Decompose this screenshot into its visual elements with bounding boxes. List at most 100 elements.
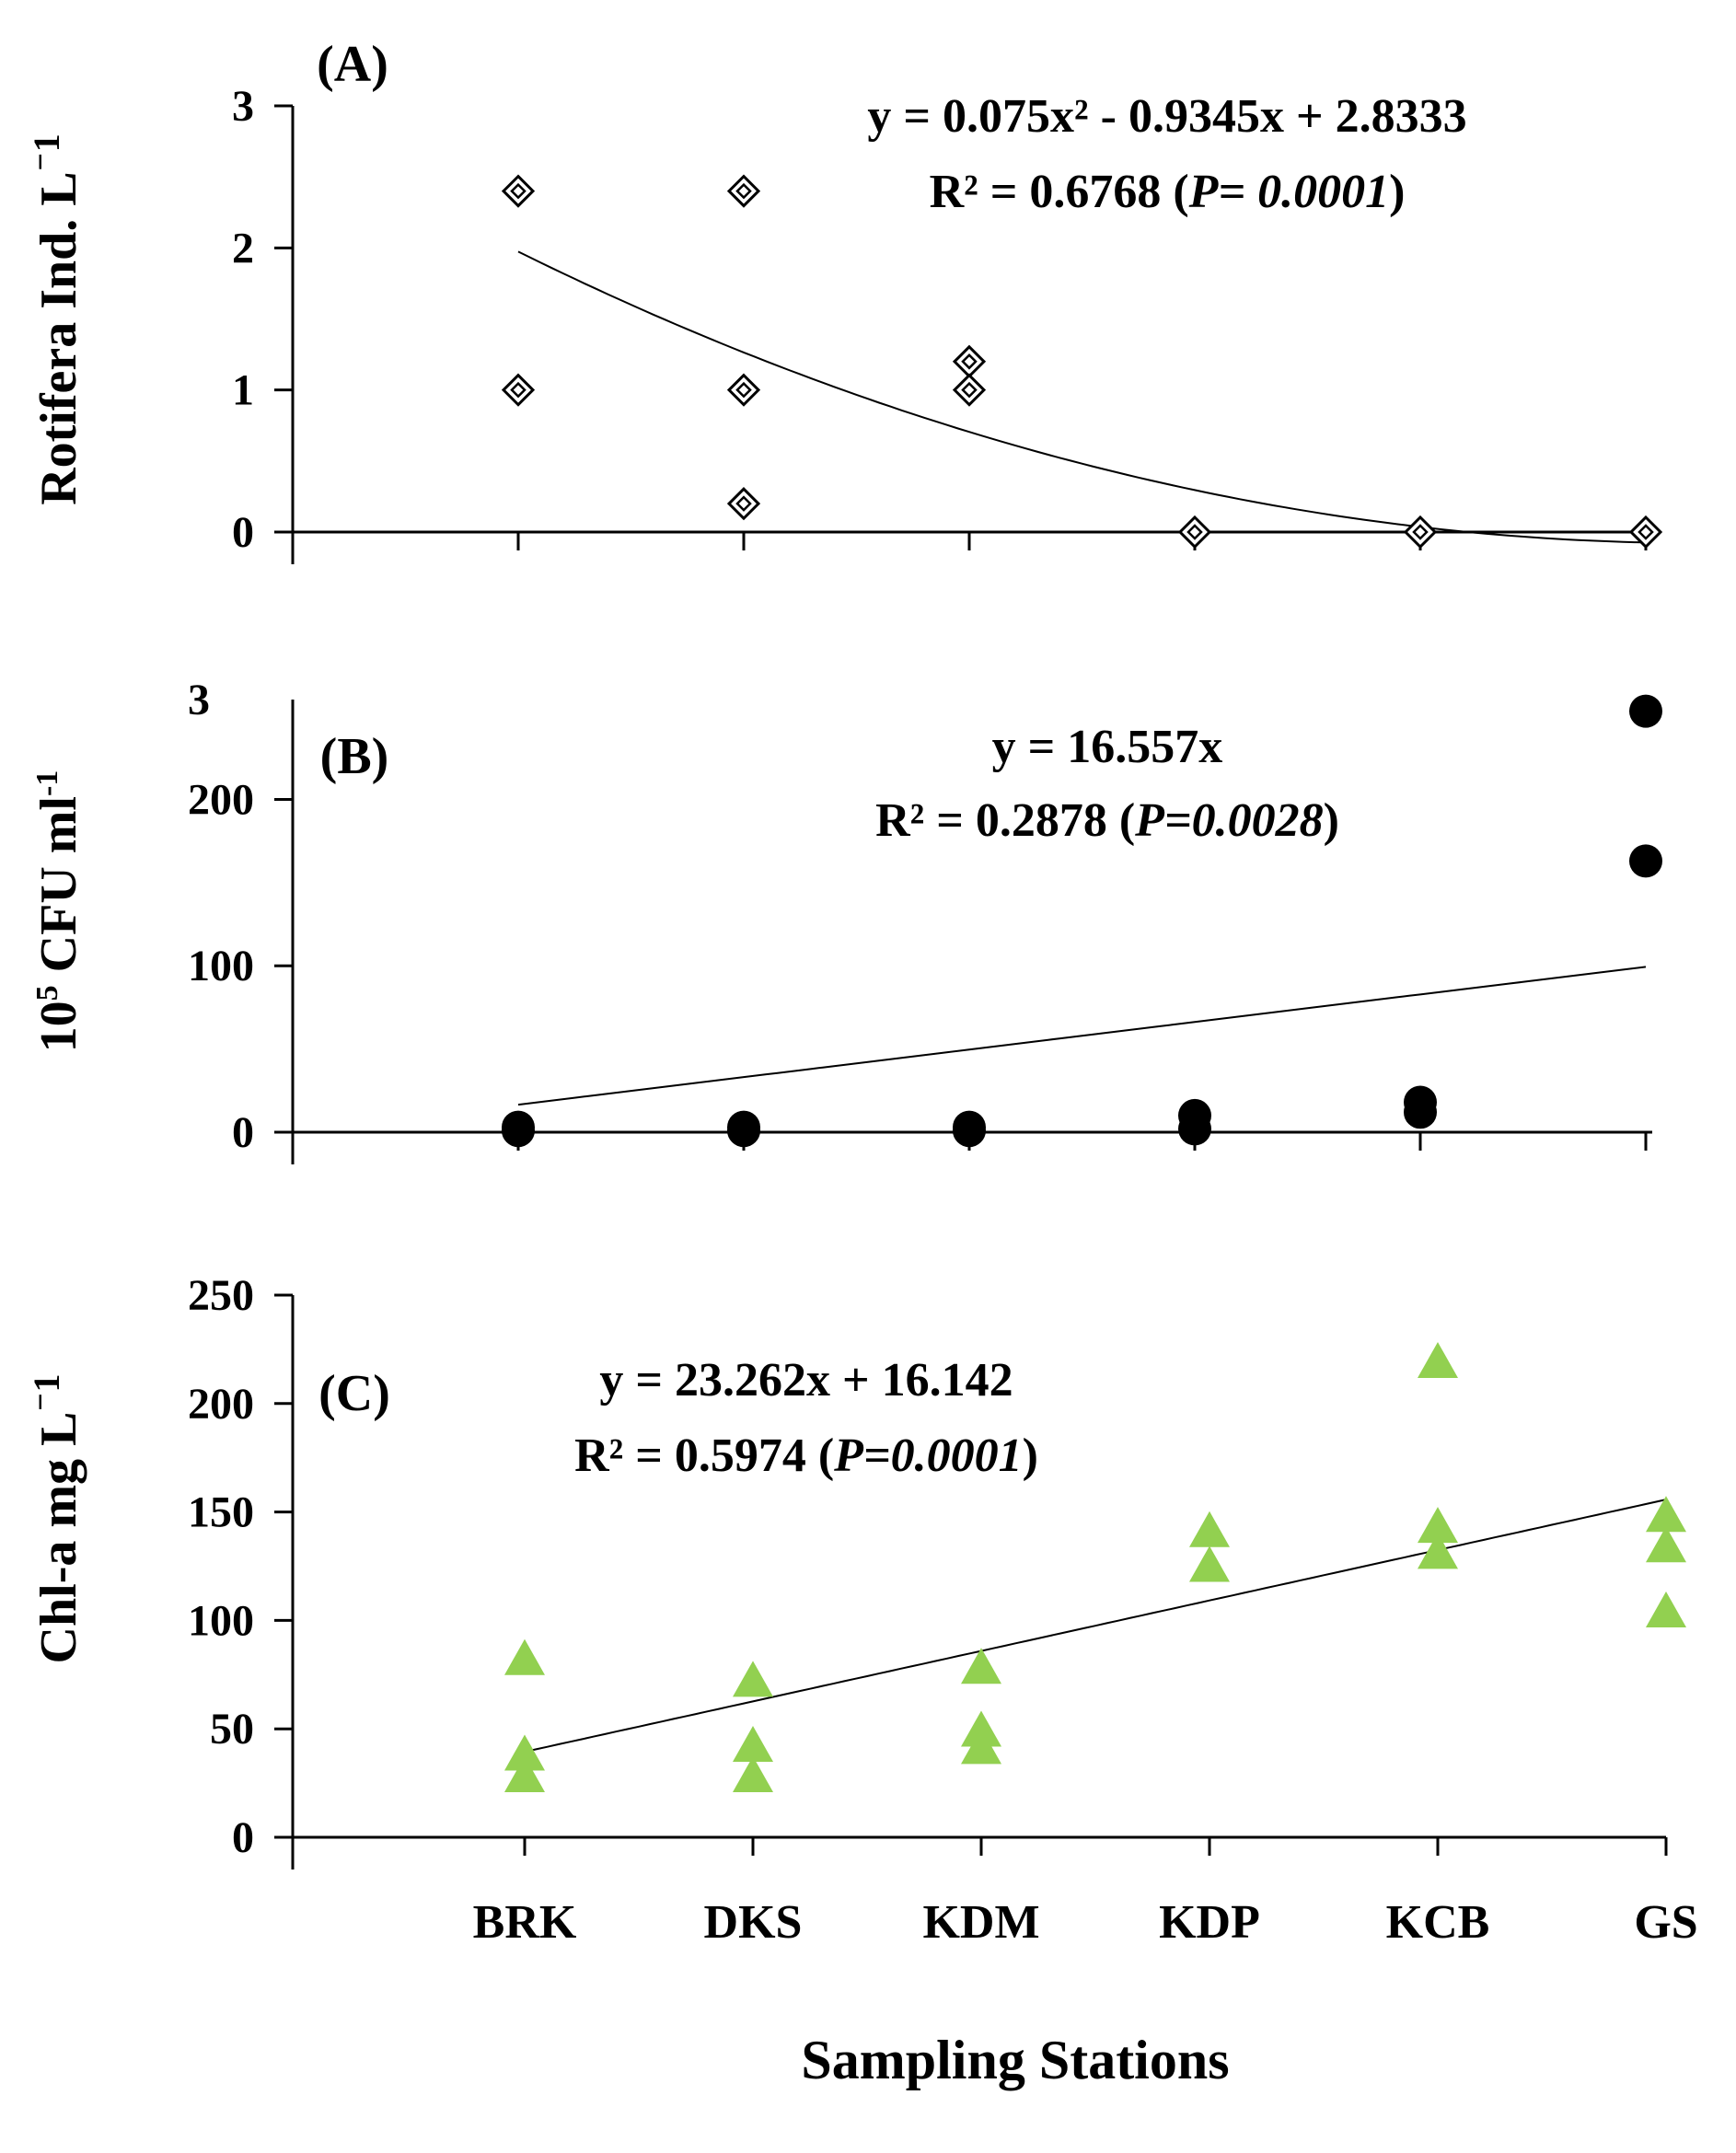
ylabel-rest: CFU ml [30, 796, 87, 985]
r2-text: R² = 0.6768 (P= 0.0001) [930, 166, 1406, 218]
x-category-label: KCB [1386, 1896, 1490, 1949]
r2-suffix: ) [1324, 794, 1339, 847]
y-tick-label: 0 [232, 1108, 254, 1157]
panel-label: (C) [318, 1365, 390, 1422]
data-point-diamond [952, 344, 987, 378]
y-axis-title: Rotifera Ind. L⁻1 [26, 133, 87, 505]
y-tick-label: 100 [188, 1596, 254, 1645]
y-tick-label: 0 [232, 1813, 254, 1862]
data-point-triangle [1418, 1507, 1458, 1544]
data-point-triangle [1189, 1545, 1230, 1582]
r2-suffix: ) [1389, 166, 1405, 218]
ylabel-main: Chl-a mg L [30, 1412, 87, 1664]
y-tick-label: 200 [188, 775, 254, 824]
data-point-circle [1404, 1085, 1437, 1119]
trendline [517, 966, 1647, 1106]
data-point-diamond [1177, 515, 1212, 550]
data-point-diamond [952, 373, 987, 407]
r2-prefix: R² = 0.6768 ( [930, 166, 1189, 218]
panel-label: (B) [320, 728, 389, 785]
y-axis-title: 105 CFU ml-1 [30, 770, 87, 1053]
diamond-outline [726, 487, 761, 521]
data-point-triangle [733, 1661, 773, 1697]
diamond-outline [1403, 515, 1438, 550]
p-value: =0.0028 [1164, 794, 1324, 847]
diamond-outline [1177, 515, 1212, 550]
data-point-triangle [1646, 1496, 1686, 1533]
diamond-inner [961, 381, 978, 399]
p-symbol: P [1134, 794, 1165, 847]
data-point-triangle [733, 1756, 773, 1793]
panel-c: 0 50 100 150 200 250 (C) y = 23.262x + 16.142 R²… [26, 1271, 1686, 1869]
diamond-outline [726, 174, 761, 208]
diamond-inner [1412, 524, 1429, 540]
diamond-inner [510, 182, 527, 200]
diamond-inner [735, 182, 752, 200]
data-point-circle [1629, 844, 1662, 878]
p-symbol: P [1188, 166, 1220, 218]
data-point-triangle [1418, 1533, 1458, 1569]
x-category-label: DKS [704, 1896, 803, 1949]
data-point-triangle [504, 1734, 545, 1771]
ylabel-base: 10 [30, 1001, 87, 1052]
y-axis-title: Chl-a mg L⁻1 [26, 1374, 87, 1664]
diamond-inner [510, 381, 527, 399]
x-category-label: KDP [1159, 1896, 1260, 1949]
ylabel-sup: 5 [30, 985, 64, 1001]
data-point-triangle [504, 1756, 545, 1793]
y-tick-label: 0 [232, 508, 254, 557]
diamond-outline [1628, 515, 1663, 550]
trendline [517, 250, 1647, 544]
data-point-diamond [1628, 515, 1663, 550]
equation-text: y = 23.262x + 16.142 [599, 1354, 1013, 1406]
y-tick-label: 3 [232, 82, 254, 131]
panel-b: 0 100 200 3 (B) y = 16.557x R² = 0.2878 (P=0.0… [30, 676, 1662, 1164]
trendline [524, 1499, 1667, 1754]
diamond-outline [952, 373, 987, 407]
ylabel-sup: ⁻1 [26, 133, 67, 171]
r2-prefix: R² = 0.5974 ( [574, 1430, 834, 1482]
p-symbol: P [833, 1430, 864, 1482]
diamond-inner [961, 353, 978, 370]
x-category-label: KDM [922, 1896, 1039, 1949]
r2-text: R² = 0.5974 (P=0.0001) [574, 1430, 1038, 1482]
panel-label: (A) [317, 36, 388, 93]
r2-text: R² = 0.2878 (P=0.0028) [875, 794, 1339, 847]
x-category-labels: BRK DKS KDM KDP KCB GS [473, 1896, 1698, 1949]
data-point-triangle [733, 1726, 773, 1763]
diamond-outline [501, 373, 536, 407]
y-tick-label: 50 [210, 1705, 254, 1754]
data-point-triangle [1418, 1342, 1458, 1379]
ylabel-main: Rotifera Ind. L [30, 171, 87, 504]
data-point-circle [727, 1110, 760, 1144]
ylabel-sup: ⁻1 [26, 1374, 67, 1412]
panel-a: 0 1 2 3 (A) y = 0.075x² - 0.9345x + 2.8333 R² … [26, 36, 1663, 564]
diamond-outline [952, 344, 987, 378]
r2-suffix: ) [1023, 1430, 1038, 1482]
data-point-diamond [1403, 515, 1438, 550]
p-value: = 0.0001 [1218, 166, 1389, 218]
y-tick-label: 250 [188, 1271, 254, 1320]
diamond-inner [735, 495, 752, 512]
diamond-outline [501, 174, 536, 208]
data-point-circle [1178, 1098, 1211, 1132]
data-point-triangle [961, 1728, 1001, 1765]
diamond-inner [735, 381, 752, 399]
data-point-triangle [1646, 1591, 1686, 1627]
data-point-circle [1629, 694, 1662, 728]
x-category-label: BRK [473, 1896, 577, 1949]
data-point-triangle [961, 1648, 1001, 1684]
data-point-diamond [501, 174, 536, 208]
y-tick-label: 1 [232, 366, 254, 415]
y-tick-label: 100 [188, 942, 254, 990]
diamond-inner [1638, 524, 1654, 540]
r2-prefix: R² = 0.2878 ( [875, 794, 1135, 847]
diamond-inner [1186, 524, 1203, 540]
p-value: =0.0001 [863, 1430, 1023, 1482]
data-point-circle [953, 1110, 986, 1144]
x-category-label: GS [1634, 1896, 1697, 1949]
data-point-diamond [726, 373, 761, 407]
x-axis-title: Sampling Stations [801, 2030, 1229, 2090]
data-point-triangle [1189, 1511, 1230, 1547]
